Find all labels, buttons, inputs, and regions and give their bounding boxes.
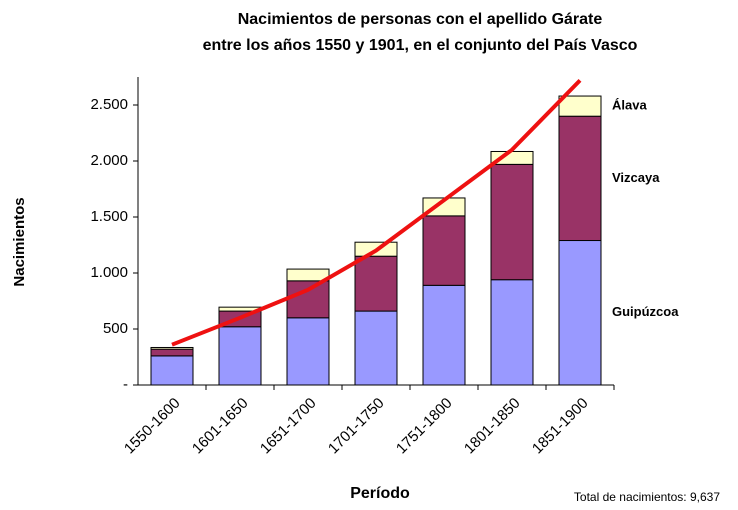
trend-line (171, 78, 582, 347)
y-tick-label: 500 (103, 320, 128, 337)
bar-segment (354, 255, 398, 312)
y-tick-label: 2.000 (90, 152, 128, 169)
x-tick-label: 1701-1750 (325, 395, 388, 458)
bar-segment (490, 163, 534, 281)
chart-title: Nacimientos de personas con el apellido … (238, 11, 603, 28)
bar-segment (150, 348, 194, 357)
y-tick-label: - (123, 376, 128, 393)
series-label: Vizcaya (612, 170, 660, 185)
bar-segment (490, 279, 534, 386)
series-label: Guipúzcoa (612, 304, 679, 319)
x-tick-label: 1751-1800 (393, 395, 456, 458)
bar-segment (150, 346, 194, 350)
x-tick-label: 1851-1900 (529, 395, 592, 458)
bar-segment (218, 326, 262, 386)
bar-segment (422, 284, 466, 386)
x-tick-label: 1550-1600 (121, 395, 184, 458)
y-tick-label: 1.500 (90, 208, 128, 225)
x-tick-label: 1801-1850 (461, 395, 524, 458)
bar-segment (286, 280, 330, 319)
bar-segment (558, 95, 602, 117)
chart-title: entre los años 1550 y 1901, en el conjun… (203, 37, 638, 54)
note: Total de nacimientos: 9,637 (574, 490, 720, 504)
bar-segment (422, 215, 466, 286)
y-axis-label: Nacimientos (11, 197, 28, 286)
series-label: Álava (612, 98, 647, 113)
bar-segment (354, 310, 398, 386)
x-axis-label: Período (350, 485, 410, 502)
bar-segment (558, 115, 602, 242)
x-tick-label: 1601-1650 (189, 395, 252, 458)
bar-segment (558, 240, 602, 386)
y-tick-label: 1.000 (90, 264, 128, 281)
x-tick-label: 1651-1700 (257, 395, 320, 458)
bar-segment (286, 317, 330, 386)
bar-segment (150, 355, 194, 386)
bar-segment (286, 268, 330, 282)
y-tick-label: 2.500 (90, 96, 128, 113)
